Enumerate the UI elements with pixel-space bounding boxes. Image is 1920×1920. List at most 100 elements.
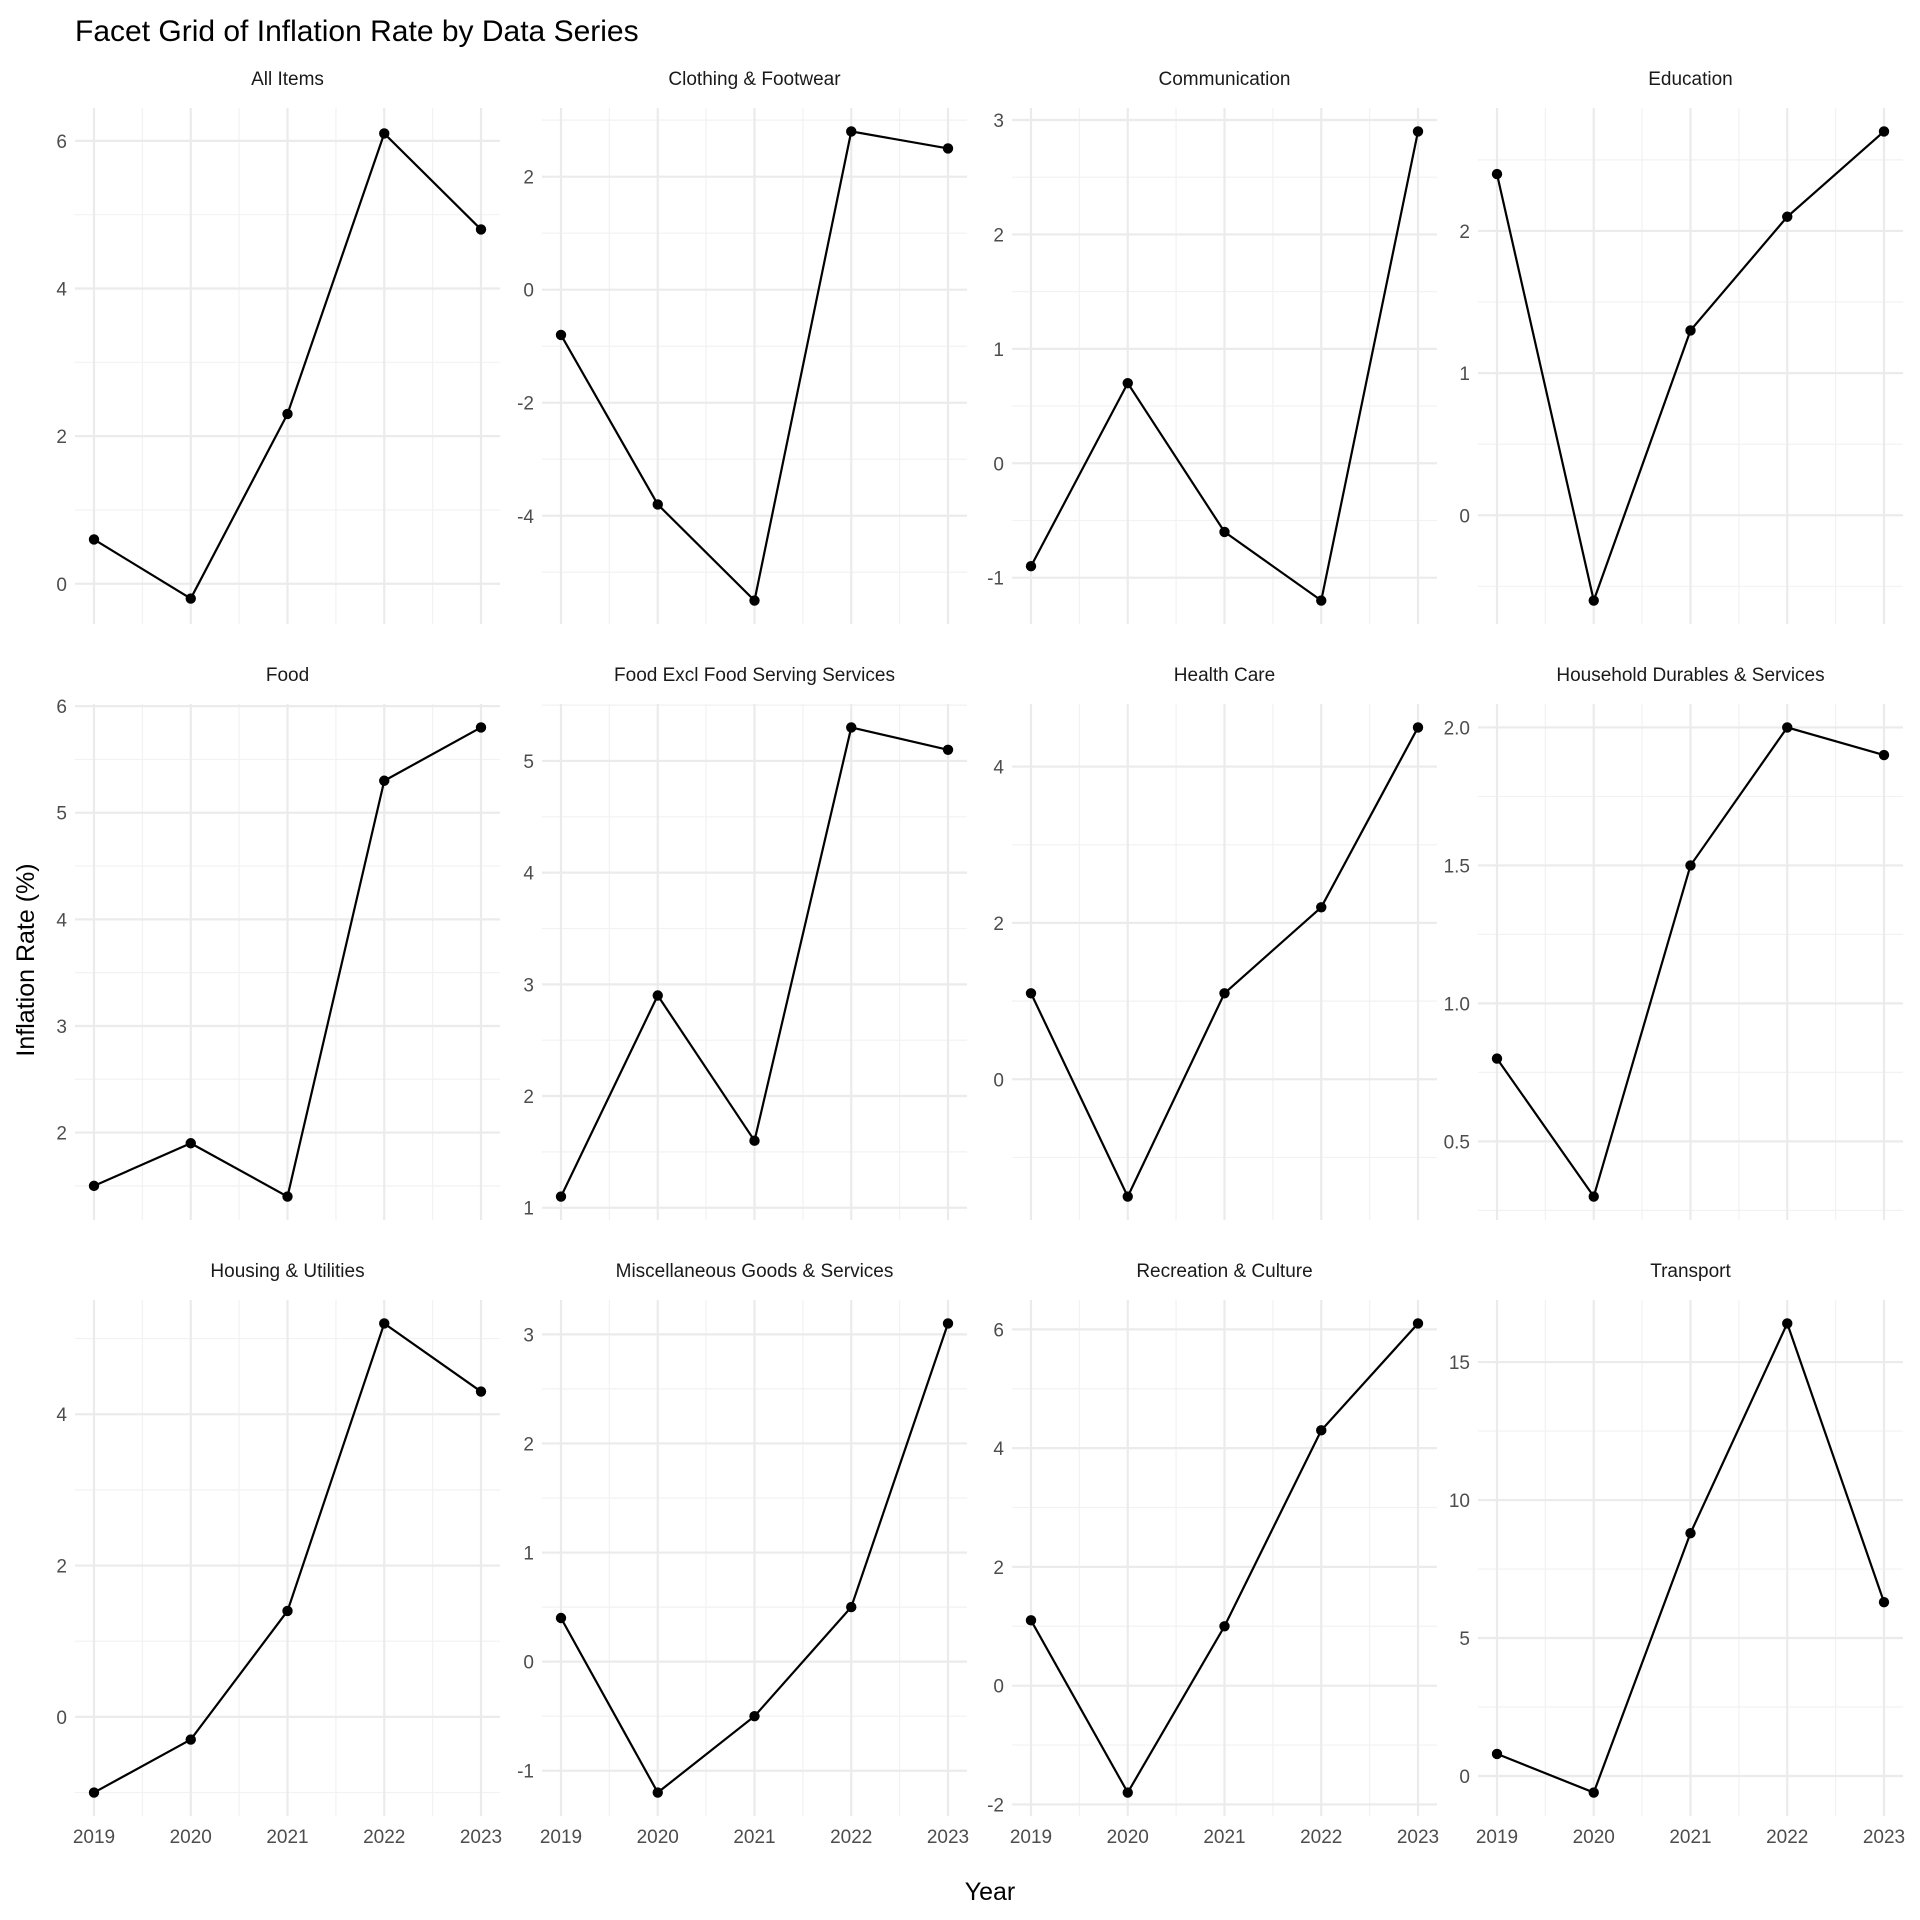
data-point-education-2022: [1782, 211, 1793, 222]
data-point-education-2021: [1685, 325, 1696, 336]
data-point-household-durables-and-services-2023: [1878, 749, 1890, 761]
x-tick-label: 2019: [1010, 1827, 1052, 1848]
y-tick-label: 2: [1459, 222, 1470, 243]
data-point-all-items-2022: [379, 128, 390, 139]
x-tick-label: 2020: [1107, 1827, 1149, 1848]
x-tick-label: 2020: [637, 1827, 679, 1848]
y-tick-label: 3: [993, 111, 1004, 132]
y-tick-label: -1: [517, 1762, 534, 1783]
panel-housing-and-utilities: 0 2 4 2019 2020 2021 2022 2023 Housing & Utiliti…: [56, 1261, 502, 1848]
data-point-transport-2020: [1588, 1787, 1599, 1798]
y-tick-label: 2: [993, 914, 1004, 935]
y-tick-label: -4: [517, 507, 534, 528]
facet-label-health-care: Health Care: [1174, 665, 1275, 686]
data-point-recreation-and-culture-2023: [1412, 1318, 1424, 1329]
x-tick-label: 2023: [1863, 1827, 1905, 1848]
panel-recreation-and-culture: -2 0 2 4 6 2019 2020 2021 2022 2023 Recreation & C…: [987, 1261, 1439, 1848]
facet-label-housing-and-utilities: Housing & Utilities: [210, 1261, 364, 1282]
data-point-miscellaneous-goods-and-services-2023: [942, 1318, 954, 1329]
facet-label-education: Education: [1648, 69, 1733, 90]
y-tick-label: 5: [56, 804, 67, 825]
x-tick-label: 2023: [460, 1827, 502, 1848]
y-tick-label: 2: [56, 1557, 67, 1578]
data-point-clothing-and-footwear-2019: [555, 329, 567, 341]
y-tick-label: 3: [523, 975, 534, 996]
data-point-food-2023: [475, 722, 487, 733]
y-tick-label: 0: [56, 1708, 67, 1729]
data-point-clothing-and-footwear-2020: [652, 499, 663, 510]
data-point-communication-2019: [1025, 561, 1037, 572]
y-tick-label: 4: [56, 1405, 67, 1426]
data-point-food-2022: [379, 775, 390, 786]
panel-communication: -1 0 1 2 3 Communication: [987, 69, 1437, 624]
y-tick-label: 6: [993, 1320, 1004, 1341]
data-point-health-care-2019: [1025, 988, 1037, 999]
data-point-clothing-and-footwear-2021: [749, 595, 760, 606]
y-tick-label: 1: [523, 1199, 534, 1220]
x-tick-label: 2022: [1300, 1827, 1342, 1848]
y-tick-label: 1.0: [1444, 994, 1470, 1015]
y-tick-label: 1: [523, 1544, 534, 1565]
x-tick-label: 2020: [1573, 1827, 1615, 1848]
y-tick-label: 0: [993, 1070, 1004, 1091]
x-tick-label: 2022: [363, 1827, 405, 1848]
x-tick-label: 2021: [1669, 1827, 1711, 1848]
facet-label-communication: Communication: [1159, 69, 1291, 90]
data-point-food-excl-food-serving-services-2021: [749, 1135, 760, 1146]
facet-label-food: Food: [266, 665, 309, 686]
x-tick-label: 2021: [1203, 1827, 1245, 1848]
y-tick-label: 0: [1459, 1767, 1470, 1788]
data-point-miscellaneous-goods-and-services-2022: [846, 1601, 857, 1613]
panel-food-excl-food-serving-services: 1 2 3 4 5 Food Excl Food Serving Services: [523, 665, 967, 1220]
y-tick-label: 6: [56, 697, 67, 718]
data-point-housing-and-utilities-2023: [475, 1386, 487, 1397]
data-point-all-items-2023: [475, 224, 487, 235]
data-point-education-2020: [1588, 595, 1599, 606]
data-point-recreation-and-culture-2022: [1316, 1425, 1327, 1436]
y-tick-label: -2: [987, 1795, 1004, 1816]
y-tick-label: 0: [523, 1653, 534, 1674]
data-point-transport-2023: [1878, 1596, 1890, 1608]
panel-education: 0 1 2 Education: [1459, 69, 1903, 624]
y-tick-label: -2: [517, 394, 534, 415]
data-point-communication-2021: [1219, 526, 1230, 538]
y-tick-label: 2: [993, 225, 1004, 246]
facet-label-all-items: All Items: [251, 69, 324, 90]
data-point-miscellaneous-goods-and-services-2020: [652, 1787, 663, 1798]
y-tick-label: 3: [523, 1325, 534, 1346]
y-axis-title: Inflation Rate (%): [12, 863, 40, 1056]
data-point-food-2020: [185, 1138, 196, 1149]
data-point-housing-and-utilities-2019: [88, 1787, 100, 1798]
y-tick-label: 0: [1459, 506, 1470, 527]
data-point-food-2019: [88, 1180, 100, 1192]
data-point-miscellaneous-goods-and-services-2019: [555, 1612, 567, 1624]
data-point-communication-2022: [1316, 595, 1327, 606]
panel-household-durables-and-services: 0.5 1.0 1.5 2.0 Household Durables & Service…: [1444, 665, 1903, 1220]
x-tick-label: 2019: [540, 1827, 582, 1848]
y-tick-label: 2: [993, 1558, 1004, 1579]
y-tick-label: 5: [1459, 1629, 1470, 1650]
y-tick-label: -1: [987, 569, 1004, 590]
x-tick-label: 2023: [927, 1827, 969, 1848]
panel-all-items: 0 2 4 6 All Items: [56, 69, 500, 624]
y-tick-label: 0.5: [1444, 1132, 1470, 1153]
data-point-health-care-2021: [1219, 988, 1230, 999]
y-tick-label: 2: [56, 427, 67, 448]
data-point-health-care-2023: [1412, 722, 1424, 733]
panel-food: 2 3 4 5 6 Food: [56, 665, 500, 1220]
data-point-communication-2023: [1412, 126, 1424, 137]
panel-miscellaneous-goods-and-services: -1 0 1 2 3 2019 2020 2021 2022 2023 Miscellaneous …: [517, 1261, 969, 1848]
x-tick-label: 2022: [1766, 1827, 1808, 1848]
data-point-all-items-2020: [185, 593, 196, 604]
data-point-clothing-and-footwear-2022: [846, 126, 857, 137]
facet-label-household-durables-and-services: Household Durables & Services: [1556, 665, 1824, 686]
panel-transport: 0 5 10 15 2019 2020 2021 2022 2023 Transport: [1449, 1261, 1905, 1848]
data-point-food-excl-food-serving-services-2023: [942, 744, 954, 755]
y-tick-label: 10: [1449, 1491, 1470, 1512]
data-point-household-durables-and-services-2019: [1491, 1053, 1503, 1064]
data-point-transport-2022: [1782, 1318, 1793, 1329]
data-point-food-excl-food-serving-services-2022: [846, 722, 857, 733]
data-point-recreation-and-culture-2021: [1219, 1621, 1230, 1632]
facet-label-clothing-and-footwear: Clothing & Footwear: [668, 69, 841, 90]
